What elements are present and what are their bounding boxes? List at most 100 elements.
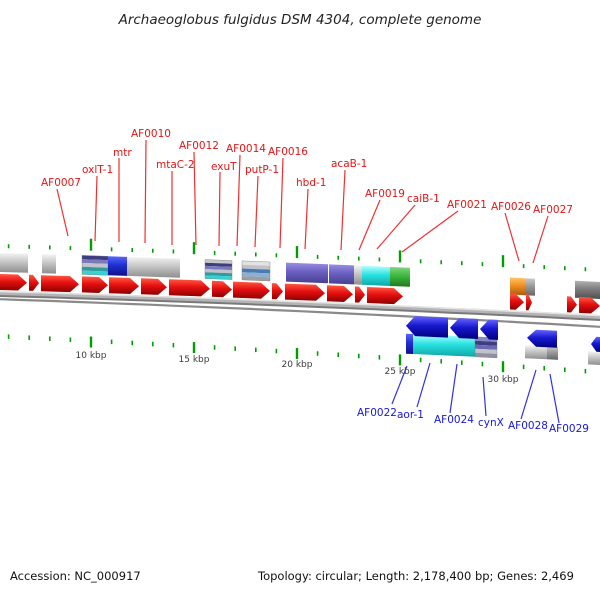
gene-label-forward[interactable]: mtaC-2: [156, 159, 195, 171]
gene-label-forward-pointer: [279, 157, 284, 249]
forward-feature-box-stripe[interactable]: [205, 259, 232, 264]
forward-feature-box-stripe[interactable]: [205, 262, 232, 267]
forward-feature-box[interactable]: [329, 264, 354, 285]
forward-feature-box[interactable]: [390, 267, 410, 287]
reverse-feature-box-stripe[interactable]: [475, 352, 497, 358]
ruler-tick: [378, 257, 381, 262]
gene-arrow-forward[interactable]: [0, 274, 27, 291]
gene-label-forward[interactable]: putP-1: [245, 164, 279, 176]
forward-feature-box[interactable]: [42, 254, 56, 274]
gene-label-forward[interactable]: AF0007: [41, 177, 81, 189]
scale-label: 30 kbp: [488, 375, 519, 385]
forward-feature-box[interactable]: [108, 256, 127, 276]
gene-arrow-forward[interactable]: [141, 278, 167, 295]
forward-feature-box-stripe[interactable]: [242, 272, 270, 278]
gene-label-reverse[interactable]: AF0029: [549, 423, 589, 435]
gene-arrow-reverse[interactable]: [406, 316, 448, 338]
reverse-feature-box[interactable]: [413, 334, 475, 357]
forward-feature-box[interactable]: [127, 256, 180, 278]
gene-label-forward[interactable]: AF0021: [447, 199, 487, 211]
gene-label-forward[interactable]: AF0019: [365, 188, 405, 200]
gene-label-forward[interactable]: exuT: [211, 161, 237, 173]
forward-feature-box[interactable]: [354, 265, 362, 285]
reverse-feature-box-stripe[interactable]: [475, 348, 497, 354]
gene-arrow-reverse[interactable]: [527, 329, 557, 348]
forward-feature-box[interactable]: [525, 278, 535, 296]
gene-label-reverse[interactable]: AF0024: [434, 414, 474, 426]
gene-arrow-forward[interactable]: [579, 296, 600, 314]
ruler-tick: [275, 348, 278, 354]
gene-arrow-forward[interactable]: [41, 275, 79, 293]
gene-label-forward[interactable]: AF0026: [491, 201, 531, 213]
gene-label-forward[interactable]: AF0014: [226, 143, 266, 155]
forward-feature-box[interactable]: [575, 280, 600, 299]
gene-label-reverse[interactable]: AF0028: [508, 420, 548, 432]
forward-feature-box-stripe[interactable]: [82, 263, 108, 268]
gene-arrow-reverse[interactable]: [450, 318, 478, 339]
forward-feature-box-stripe[interactable]: [82, 255, 108, 261]
ruler-tick: [543, 366, 545, 371]
scale-label: 10 kbp: [76, 351, 107, 361]
gene-label-forward[interactable]: AF0012: [179, 140, 219, 152]
gene-arrow-forward[interactable]: [367, 287, 403, 305]
forward-feature-box-stripe[interactable]: [242, 264, 270, 270]
scale-label: 20 kbp: [282, 360, 313, 370]
reverse-feature-box[interactable]: [525, 345, 547, 360]
forward-feature-box-stripe[interactable]: [242, 276, 270, 281]
reverse-feature-box-stripe[interactable]: [475, 344, 497, 350]
gene-label-reverse-pointer: [391, 365, 408, 405]
ruler-tick: [213, 345, 216, 350]
forward-feature-box-stripe[interactable]: [82, 270, 108, 276]
gene-arrow-forward[interactable]: [355, 286, 365, 303]
forward-feature-box-stripe[interactable]: [205, 269, 232, 274]
forward-feature-box[interactable]: [241, 260, 271, 282]
forward-feature-box-stripe[interactable]: [242, 260, 270, 266]
gene-arrow-forward[interactable]: [510, 293, 524, 310]
reverse-feature-box-stripe[interactable]: [475, 340, 497, 346]
forward-feature-box[interactable]: [204, 259, 233, 280]
gene-arrow-forward[interactable]: [567, 296, 577, 313]
gene-arrow-forward[interactable]: [233, 281, 270, 299]
gene-label-forward[interactable]: acaB-1: [331, 158, 367, 170]
ruler-tick: [398, 250, 402, 263]
forward-feature-box-stripe[interactable]: [82, 259, 108, 264]
gene-label-forward[interactable]: AF0010: [131, 128, 171, 140]
ruler-tick: [234, 346, 236, 351]
gene-label-reverse[interactable]: cynX: [478, 417, 504, 429]
forward-feature-box-stripe[interactable]: [205, 265, 232, 271]
ruler-tick: [172, 342, 175, 348]
gene-label-forward[interactable]: caiB-1: [407, 193, 440, 205]
forward-feature-box[interactable]: [510, 277, 525, 296]
gene-arrow-forward[interactable]: [82, 276, 108, 293]
reverse-feature-box[interactable]: [406, 333, 413, 354]
page-title: Archaeoglobus fulgidus DSM 4304, complet…: [118, 12, 482, 28]
gene-label-forward[interactable]: AF0027: [533, 204, 573, 216]
gene-arrow-reverse[interactable]: [480, 319, 498, 340]
gene-arrow-forward[interactable]: [109, 277, 139, 294]
forward-feature-box-stripe[interactable]: [205, 272, 232, 277]
forward-feature-box[interactable]: [0, 253, 28, 273]
gene-label-forward[interactable]: oxlT-1: [82, 164, 113, 176]
gene-label-forward[interactable]: AF0016: [268, 146, 308, 158]
forward-feature-box-stripe[interactable]: [205, 275, 232, 280]
gene-label-reverse-pointer: [549, 373, 560, 424]
gene-arrow-forward[interactable]: [272, 283, 283, 300]
gene-label-reverse[interactable]: aor-1: [397, 409, 424, 421]
ruler-tick: [49, 245, 51, 250]
gene-arrow-forward[interactable]: [29, 274, 39, 291]
forward-feature-box-stripe[interactable]: [82, 266, 108, 272]
reverse-feature-box[interactable]: [588, 351, 600, 365]
reverse-feature-box[interactable]: [547, 346, 558, 360]
gene-label-reverse[interactable]: AF0022: [357, 407, 397, 419]
gene-arrow-forward[interactable]: [285, 283, 325, 301]
gene-arrow-reverse[interactable]: [591, 336, 600, 352]
gene-arrow-forward[interactable]: [169, 279, 210, 297]
gene-arrow-forward[interactable]: [526, 294, 532, 311]
gene-arrow-forward[interactable]: [212, 280, 232, 298]
forward-feature-box[interactable]: [362, 265, 390, 286]
gene-arrow-forward[interactable]: [327, 285, 353, 302]
forward-feature-box-stripe[interactable]: [242, 268, 270, 274]
gene-label-forward[interactable]: hbd-1: [296, 177, 326, 189]
forward-feature-box[interactable]: [286, 262, 328, 284]
gene-label-forward[interactable]: mtr: [113, 147, 132, 159]
